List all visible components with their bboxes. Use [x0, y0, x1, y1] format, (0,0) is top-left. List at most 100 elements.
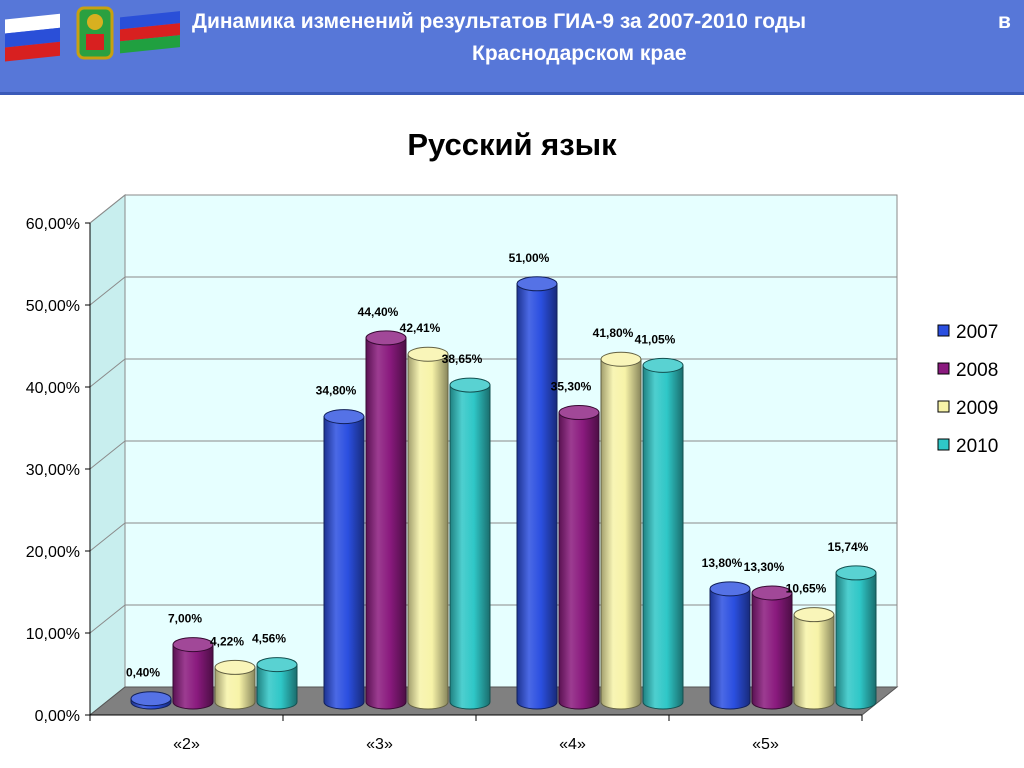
bars: 0,40% 7,00% 4,22% 4,56% 34,80% 44,40%42,41% 38… — [126, 251, 877, 710]
x-tick-label: «2» — [173, 736, 200, 753]
bar-top — [642, 357, 684, 373]
y-tick-label: 0,00% — [35, 708, 80, 725]
bar — [558, 405, 600, 710]
bar-top — [558, 405, 600, 421]
bar — [709, 581, 751, 710]
bar-chart: Русский язык 0,00% 10,00% 20,00% 30,00% 40,0… — [26, 127, 999, 753]
data-label: 35,30% — [551, 380, 592, 394]
bar-top — [407, 346, 449, 362]
chart-title: Русский язык — [407, 127, 617, 162]
gridline — [89, 522, 126, 552]
chart-walls — [88, 193, 899, 717]
bar — [516, 276, 558, 710]
legend-label: 2008 — [956, 360, 998, 381]
bar — [642, 357, 684, 710]
gridline — [89, 194, 126, 224]
bar-top — [130, 691, 172, 707]
data-label: 10,65% — [786, 582, 827, 596]
data-label: 34,80% — [316, 384, 357, 398]
data-label: 0,40% — [126, 666, 160, 680]
bar — [407, 346, 449, 710]
bar-body — [600, 358, 642, 710]
bar — [172, 637, 214, 710]
data-label: 7,00% — [168, 612, 202, 626]
data-label: 13,80% — [702, 556, 743, 570]
bar-body — [449, 384, 491, 710]
bar-body — [793, 614, 835, 710]
data-label: 44,40% — [358, 305, 399, 319]
data-label: 42,41% — [400, 321, 441, 335]
bar — [835, 565, 877, 710]
y-tick-label: 50,00% — [26, 298, 80, 315]
gridline — [89, 604, 126, 634]
gridline — [89, 276, 126, 306]
data-label: 51,00% — [509, 251, 550, 265]
legend: 2007 2008 2009 2010 — [937, 322, 998, 457]
bar-body — [407, 353, 449, 710]
bar — [751, 585, 793, 710]
bar — [214, 659, 256, 710]
data-label: 15,74% — [828, 540, 869, 554]
bar-top — [449, 377, 491, 393]
bar-body — [516, 283, 558, 710]
bar-top — [835, 565, 877, 581]
x-tick-label: «4» — [559, 736, 586, 753]
x-axis: «2» «3» «4» «5» — [89, 714, 863, 753]
bar — [365, 330, 407, 710]
bar — [449, 377, 491, 710]
y-tick-label: 30,00% — [26, 462, 80, 479]
gridline — [89, 440, 126, 470]
bar-body — [558, 412, 600, 710]
data-label: 41,80% — [593, 326, 634, 340]
bar-top — [709, 581, 751, 597]
bar — [323, 409, 365, 710]
bar — [793, 607, 835, 710]
flags-emblem-icon — [5, 6, 180, 62]
x-tick-label: «3» — [366, 736, 393, 753]
bar-top — [256, 657, 298, 673]
bar-body — [214, 666, 256, 710]
y-tick-label: 60,00% — [26, 216, 80, 233]
legend-swatch — [937, 324, 950, 337]
legend-label: 2009 — [956, 398, 998, 419]
bar — [256, 657, 298, 710]
page-title-line1: Динамика изменений результатов ГИА-9 за … — [192, 10, 807, 33]
data-label: 4,22% — [210, 634, 244, 648]
bar — [130, 691, 172, 710]
bar-top — [172, 637, 214, 653]
bar-top — [793, 607, 835, 623]
y-tick-label: 10,00% — [26, 626, 80, 643]
header-bar: Динамика изменений результатов ГИА-9 за … — [0, 0, 1024, 92]
bar-body — [751, 592, 793, 710]
y-tick-label: 20,00% — [26, 544, 80, 561]
data-label: 38,65% — [442, 352, 483, 366]
bar-top — [365, 330, 407, 346]
bar — [600, 351, 642, 710]
data-label: 13,30% — [744, 560, 785, 574]
bar-top — [323, 409, 365, 425]
legend-label: 2007 — [956, 322, 998, 343]
bar-top — [214, 659, 256, 675]
legend-label: 2010 — [956, 436, 998, 457]
bar-body — [365, 337, 407, 710]
legend-swatch — [937, 362, 950, 375]
bar-body — [323, 416, 365, 710]
data-label: 41,05% — [635, 332, 676, 346]
bar-top — [516, 276, 558, 292]
gridline — [89, 358, 126, 388]
bar-body — [256, 664, 298, 710]
page-title-word: в — [998, 10, 1011, 33]
y-tick-label: 40,00% — [26, 380, 80, 397]
bar-body — [642, 364, 684, 710]
bar-body — [835, 572, 877, 710]
legend-swatch — [937, 400, 950, 413]
x-tick-label: «5» — [752, 736, 779, 753]
bar-top — [751, 585, 793, 601]
bar-top — [600, 351, 642, 367]
bar-body — [709, 588, 751, 710]
data-label: 4,56% — [252, 632, 286, 646]
page-title-line2: Краснодарском крае — [472, 42, 687, 65]
bar-body — [172, 644, 214, 710]
legend-swatch — [937, 438, 950, 451]
header-divider — [0, 92, 1024, 95]
